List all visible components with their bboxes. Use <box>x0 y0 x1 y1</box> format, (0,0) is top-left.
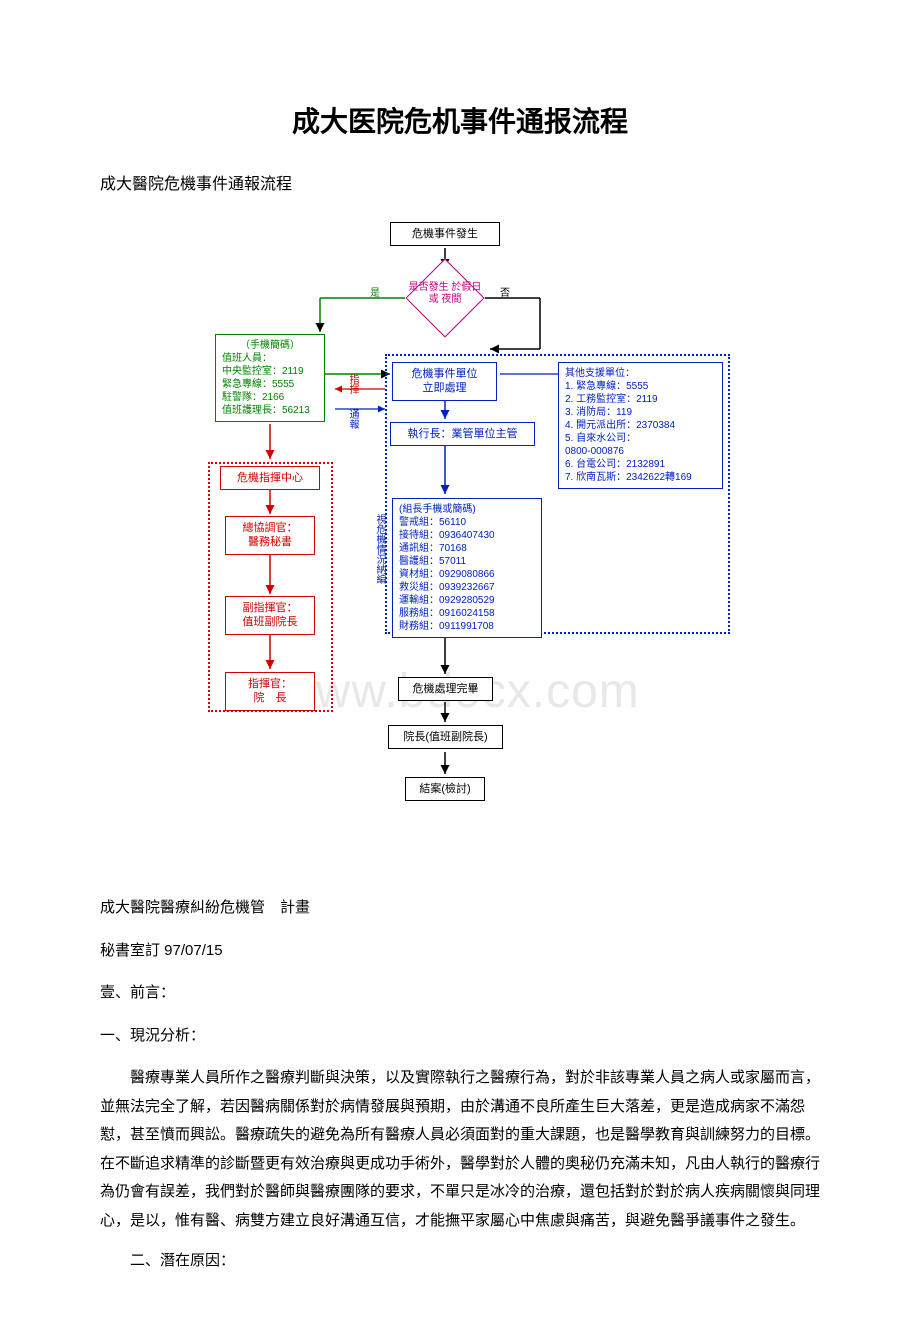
paragraph-analysis: 醫療專業人員所作之醫療判斷與決策，以及實際執行之醫療行為，對於非該專業人員之病人… <box>100 1064 820 1235</box>
duty-title: （手機簡碼） <box>222 339 318 352</box>
node-deputy: 副指揮官： 值班副院長 <box>225 596 315 635</box>
node-close: 結案(檢討) <box>405 777 485 801</box>
flowchart: www.bdocx.com <box>160 214 760 854</box>
edge-no: 否 <box>500 284 510 299</box>
node-crisis-unit: 危機事件單位 立即處理 <box>392 362 497 401</box>
support-title: 其他支援單位： <box>565 367 716 380</box>
groups-title: (組長手機或簡碼) <box>399 503 535 516</box>
node-done: 危機處理完畢 <box>398 677 493 701</box>
plan-date: 秘書室訂 97/07/15 <box>100 937 820 966</box>
label-report: 通報 <box>345 409 360 429</box>
node-coordinator: 總協調官： 醫務秘書 <box>225 516 315 555</box>
decision-text: 是否發生 於假日或 夜間 <box>405 282 485 306</box>
node-crisis-center: 危機指揮中心 <box>220 466 320 490</box>
node-start: 危機事件發生 <box>390 222 500 246</box>
node-support-units: 其他支援單位： 1. 緊急專線：5555 2. 工務監控室：2119 3. 消防… <box>558 362 723 489</box>
node-duty-staff: （手機簡碼） 值班人員： 中央監控室：2119 緊急專線：5555 駐警隊：21… <box>215 334 325 422</box>
document-subtitle: 成大醫院危機事件通報流程 <box>100 170 860 194</box>
groups-lines: 警戒組：56110 接待組：0936407430 通訊組：70168 醫護組：5… <box>399 516 535 633</box>
node-decision: 是否發生 於假日或 夜間 <box>405 268 485 328</box>
document-body: 成大醫院醫療糾紛危機管 計畫 秘書室訂 97/07/15 壹、前言： 一、現況分… <box>100 894 820 1276</box>
unit-text: 危機事件單位 立即處理 <box>399 367 490 396</box>
support-lines: 1. 緊急專線：5555 2. 工務監控室：2119 3. 消防局：119 4.… <box>565 380 716 484</box>
document-title: 成大医院危机事件通报流程 <box>60 100 860 140</box>
label-status: 視危機情況納編 <box>372 514 387 584</box>
node-commander: 指揮官： 院 長 <box>225 672 315 711</box>
edge-yes: 是 <box>370 284 380 299</box>
duty-lines: 值班人員： 中央監控室：2119 緊急專線：5555 駐警隊：2166 值班護理… <box>222 352 318 417</box>
node-groups: (組長手機或簡碼) 警戒組：56110 接待組：0936407430 通訊組：7… <box>392 498 542 638</box>
section-preface: 壹、前言： <box>100 979 820 1008</box>
section-analysis: 一、現況分析： <box>100 1022 820 1051</box>
section-causes: 二、潛在原因： <box>100 1247 820 1276</box>
plan-title: 成大醫院醫療糾紛危機管 計畫 <box>100 894 820 923</box>
node-principal: 院長(值班副院長) <box>388 725 503 749</box>
node-exec: 執行長：業管單位主管 <box>390 422 535 446</box>
label-command: 指揮 <box>345 374 360 394</box>
